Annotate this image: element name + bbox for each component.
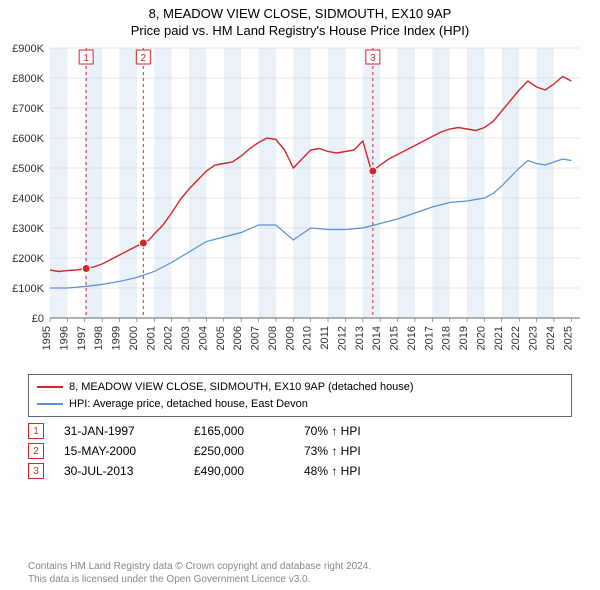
- sale-hpi: 48% ↑ HPI: [304, 464, 404, 478]
- svg-text:2015: 2015: [389, 326, 401, 350]
- svg-text:2004: 2004: [197, 326, 209, 350]
- sale-date: 30-JUL-2013: [64, 464, 174, 478]
- svg-text:2020: 2020: [475, 326, 487, 350]
- svg-text:£800K: £800K: [12, 73, 44, 85]
- svg-text:2000: 2000: [128, 326, 140, 350]
- svg-text:£900K: £900K: [12, 43, 44, 55]
- svg-text:1995: 1995: [41, 326, 53, 350]
- svg-text:2022: 2022: [510, 326, 522, 350]
- legend-row-property: 8, MEADOW VIEW CLOSE, SIDMOUTH, EX10 9AP…: [37, 379, 563, 396]
- svg-text:2009: 2009: [284, 326, 296, 350]
- sales-row: 1 31-JAN-1997 £165,000 70% ↑ HPI: [28, 421, 572, 441]
- svg-text:2013: 2013: [354, 326, 366, 350]
- svg-text:2018: 2018: [441, 326, 453, 350]
- svg-text:2025: 2025: [562, 326, 574, 350]
- legend-swatch-hpi: [37, 403, 63, 405]
- svg-text:£100K: £100K: [12, 283, 44, 295]
- sale-marker-icon: 3: [28, 463, 44, 479]
- chart-subtitle: Price paid vs. HM Land Registry's House …: [0, 21, 600, 38]
- svg-text:£0: £0: [32, 313, 44, 325]
- chart-title: 8, MEADOW VIEW CLOSE, SIDMOUTH, EX10 9AP: [0, 0, 600, 21]
- sale-price: £250,000: [194, 444, 284, 458]
- sale-price: £165,000: [194, 424, 284, 438]
- svg-text:1998: 1998: [93, 326, 105, 350]
- svg-text:£600K: £600K: [12, 133, 44, 145]
- svg-text:2024: 2024: [545, 326, 557, 350]
- svg-text:1: 1: [83, 53, 89, 64]
- svg-text:3: 3: [370, 53, 376, 64]
- svg-text:2011: 2011: [319, 326, 331, 350]
- legend: 8, MEADOW VIEW CLOSE, SIDMOUTH, EX10 9AP…: [28, 374, 572, 417]
- svg-text:2012: 2012: [336, 326, 348, 350]
- svg-text:£500K: £500K: [12, 163, 44, 175]
- svg-text:£200K: £200K: [12, 253, 44, 265]
- svg-text:2021: 2021: [493, 326, 505, 350]
- svg-text:1999: 1999: [111, 326, 123, 350]
- legend-label-hpi: HPI: Average price, detached house, East…: [69, 396, 308, 413]
- sales-table: 1 31-JAN-1997 £165,000 70% ↑ HPI 2 15-MA…: [28, 421, 572, 481]
- svg-text:2008: 2008: [267, 326, 279, 350]
- price-chart: £0 £100K £200K £300K £400K £500K £600K £700K £80…: [0, 38, 600, 368]
- legend-row-hpi: HPI: Average price, detached house, East…: [37, 396, 563, 413]
- sale-marker-icon: 2: [28, 443, 44, 459]
- svg-text:2014: 2014: [371, 326, 383, 350]
- footer: Contains HM Land Registry data © Crown c…: [28, 560, 572, 586]
- svg-text:2001: 2001: [145, 326, 157, 350]
- svg-text:1997: 1997: [76, 326, 88, 350]
- sales-row: 3 30-JUL-2013 £490,000 48% ↑ HPI: [28, 461, 572, 481]
- svg-text:2019: 2019: [458, 326, 470, 350]
- sale-hpi: 70% ↑ HPI: [304, 424, 404, 438]
- footer-line2: This data is licensed under the Open Gov…: [28, 573, 572, 586]
- sale-date: 31-JAN-1997: [64, 424, 174, 438]
- svg-text:2016: 2016: [406, 326, 418, 350]
- sales-row: 2 15-MAY-2000 £250,000 73% ↑ HPI: [28, 441, 572, 461]
- svg-text:1996: 1996: [58, 326, 70, 350]
- svg-text:£400K: £400K: [12, 193, 44, 205]
- svg-text:2005: 2005: [215, 326, 227, 350]
- sale-hpi: 73% ↑ HPI: [304, 444, 404, 458]
- sale-price: £490,000: [194, 464, 284, 478]
- sale-date: 15-MAY-2000: [64, 444, 174, 458]
- legend-label-property: 8, MEADOW VIEW CLOSE, SIDMOUTH, EX10 9AP…: [69, 379, 414, 396]
- legend-swatch-property: [37, 386, 63, 388]
- footer-line1: Contains HM Land Registry data © Crown c…: [28, 560, 572, 573]
- svg-text:2006: 2006: [232, 326, 244, 350]
- svg-text:2010: 2010: [302, 326, 314, 350]
- svg-text:2017: 2017: [423, 326, 435, 350]
- svg-text:2007: 2007: [250, 326, 262, 350]
- svg-text:2002: 2002: [163, 326, 175, 350]
- svg-text:£300K: £300K: [12, 223, 44, 235]
- svg-text:2: 2: [141, 53, 147, 64]
- sale-marker-icon: 1: [28, 423, 44, 439]
- svg-text:2023: 2023: [528, 326, 540, 350]
- svg-text:2003: 2003: [180, 326, 192, 350]
- svg-text:£700K: £700K: [12, 103, 44, 115]
